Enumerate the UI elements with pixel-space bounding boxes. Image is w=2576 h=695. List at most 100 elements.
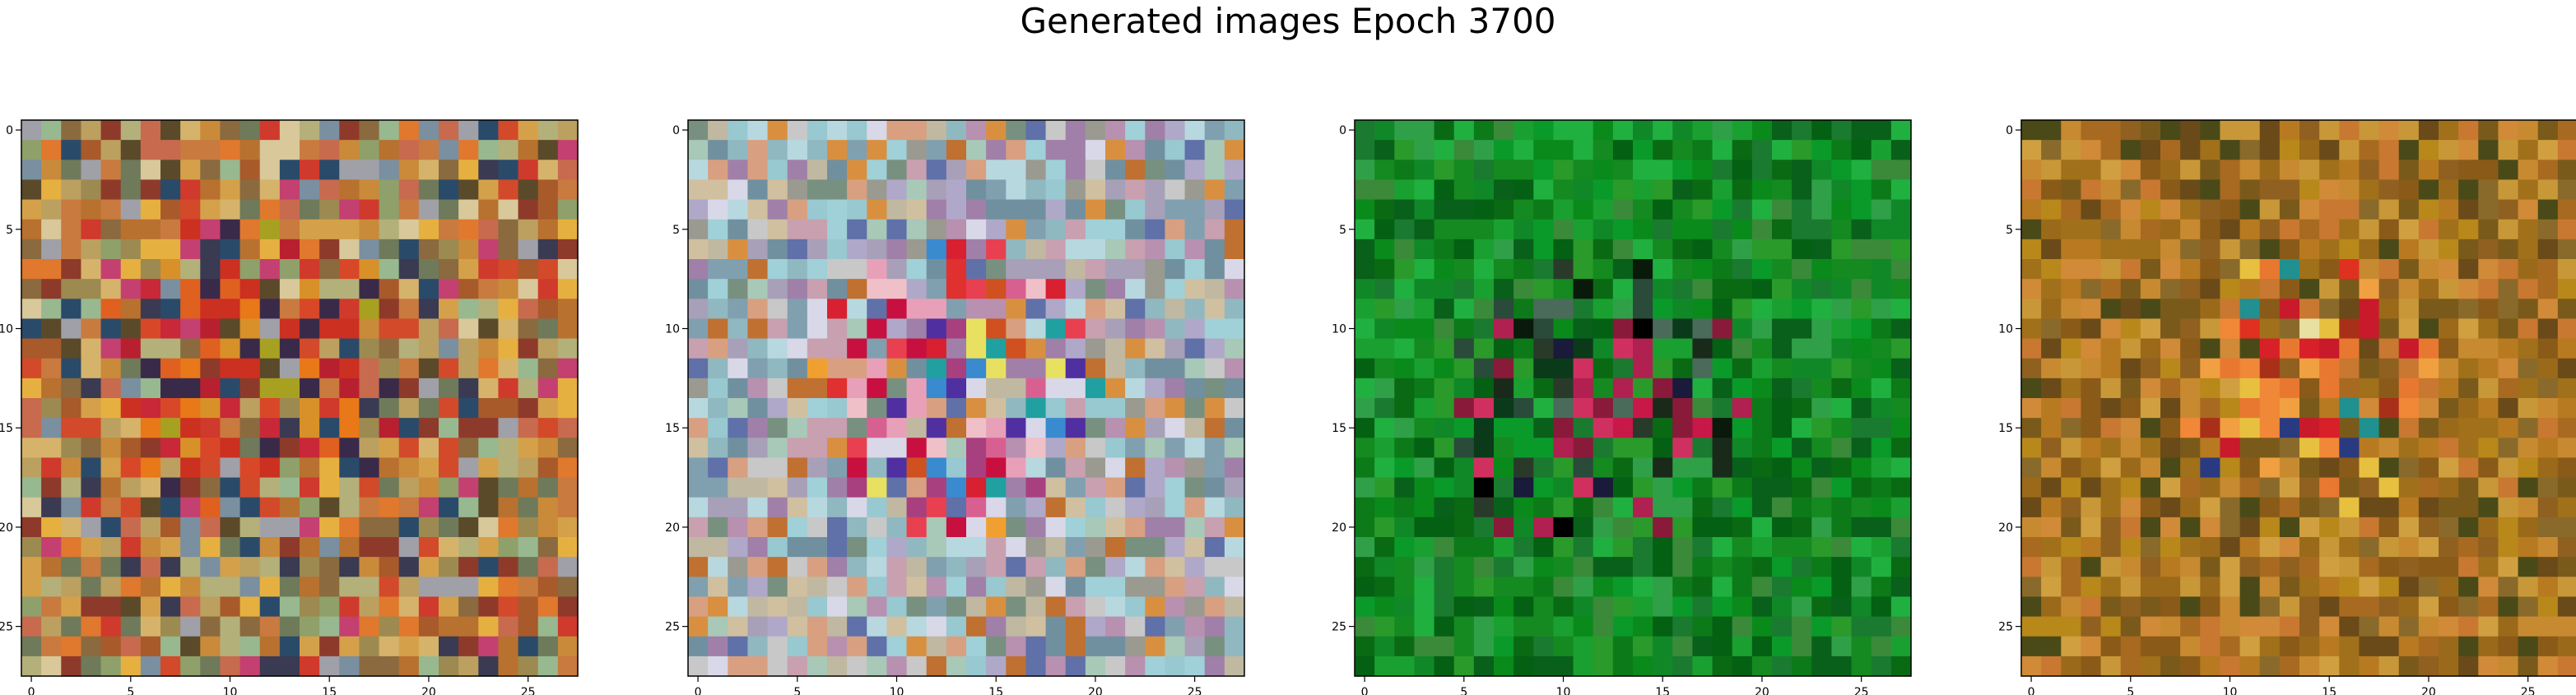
pixel-cell [2259, 219, 2281, 240]
pixel-cell [557, 378, 579, 399]
pixel-cell [120, 517, 142, 538]
pixel-cell [398, 497, 420, 518]
pixel-cell [2339, 318, 2360, 340]
pixel-cell [2081, 517, 2102, 538]
pixel-cell [359, 596, 380, 618]
pixel-cell [239, 537, 261, 558]
pixel-cell [2061, 577, 2082, 598]
pixel-cell [2140, 537, 2161, 558]
pixel-cell [61, 577, 82, 598]
pixel-cell [2537, 318, 2559, 340]
pixel-cell [61, 338, 82, 359]
pixel-cell [2498, 239, 2519, 260]
pixel-cell [439, 616, 459, 637]
pixel-cell [688, 160, 709, 181]
pixel-cell [140, 577, 161, 598]
pixel-cell [2319, 239, 2340, 260]
pixel-cell [2120, 338, 2141, 359]
y-tick-label: 0 [6, 124, 13, 137]
pixel-cell [2061, 636, 2082, 657]
pixel-cell [2339, 577, 2360, 598]
pixel-cell [458, 616, 479, 637]
pixel-cell [2557, 557, 2576, 577]
pixel-cell [398, 418, 420, 438]
pixel-cell [2259, 457, 2281, 479]
pixel-cell [2418, 318, 2439, 340]
pixel-cell [2339, 179, 2360, 201]
pixel-cell [81, 160, 102, 181]
pixel-cell [2478, 497, 2499, 518]
pixel-cell [239, 497, 261, 518]
pixel-cell [319, 636, 340, 657]
pixel-cell [2478, 219, 2499, 240]
pixel-cell [300, 596, 320, 618]
pixel-cell [2140, 219, 2161, 240]
pixel-cell [2299, 160, 2320, 181]
pixel-cell [120, 497, 142, 518]
pixel-cell [2160, 120, 2181, 141]
pixel-cell [2259, 338, 2281, 359]
pixel-cell [537, 358, 559, 379]
pixel-cell [2518, 279, 2539, 299]
pixel-cell [418, 477, 439, 498]
pixel-cell [2498, 457, 2519, 479]
pixel-cell [418, 199, 439, 220]
pixel-cell [439, 140, 459, 160]
pixel-cell [2537, 398, 2559, 419]
pixel-cell [239, 279, 261, 299]
pixel-cell [557, 557, 579, 577]
pixel-cell [498, 616, 519, 637]
pixel-cell [2259, 596, 2281, 618]
pixel-cell [478, 656, 500, 677]
pixel-cell [557, 160, 579, 181]
pixel-cell [41, 338, 62, 359]
pixel-cell [379, 299, 400, 320]
pixel-cell [300, 636, 320, 657]
pixel-cell [2458, 140, 2479, 160]
pixel-cell [458, 279, 479, 299]
pixel-cell [180, 497, 201, 518]
pixel-cell [2398, 378, 2420, 399]
pixel-cell [180, 398, 201, 419]
pixel-cell [2458, 596, 2479, 618]
pixel-cell [100, 239, 122, 260]
pixel-cell [2120, 596, 2141, 618]
pixel-cell [279, 477, 300, 498]
pixel-cell [2339, 378, 2360, 399]
pixel-cell [518, 477, 539, 498]
pixel-cell [2418, 517, 2439, 538]
pixel-cell [180, 656, 201, 677]
pixel-cell [239, 219, 261, 240]
pixel-cell [300, 279, 320, 299]
pixel-cell [418, 120, 439, 141]
pixel-cell [2259, 636, 2281, 657]
pixel-cell [2180, 279, 2201, 299]
pixel-cell [259, 259, 281, 280]
pixel-cell [2359, 418, 2380, 438]
pixel-cell [2279, 239, 2300, 260]
pixel-cell [2081, 259, 2102, 280]
pixel-cell [140, 537, 161, 558]
pixel-cell [2537, 537, 2559, 558]
pixel-cell [478, 596, 500, 618]
pixel-cell [557, 656, 579, 677]
x-tick-label: 10 [223, 686, 238, 695]
pixel-cell [2518, 656, 2539, 677]
pixel-cell [2398, 358, 2420, 379]
pixel-cell [2557, 537, 2576, 558]
pixel-cell [100, 199, 122, 220]
pixel-cell [2259, 318, 2281, 340]
pixel-cell [439, 517, 459, 538]
pixel-cell [140, 557, 161, 577]
pixel-cell [2239, 358, 2261, 379]
pixel-cell [2041, 378, 2062, 399]
pixel-cell [160, 537, 181, 558]
pixel-cell [279, 577, 300, 598]
pixel-cell [339, 418, 360, 438]
pixel-cell [2319, 418, 2340, 438]
pixel-cell [2259, 577, 2281, 598]
pixel-cell [2458, 160, 2479, 181]
pixel-cell [2140, 577, 2161, 598]
pixel-cell [239, 616, 261, 637]
pixel-cell [200, 656, 221, 677]
